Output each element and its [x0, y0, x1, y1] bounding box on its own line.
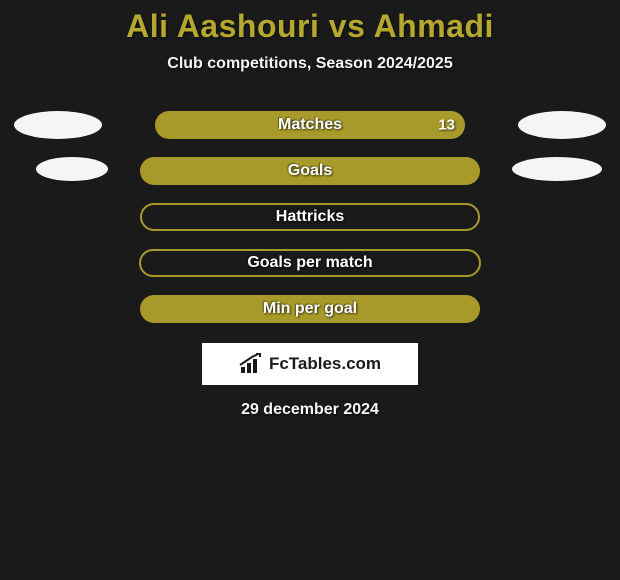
stat-row-goals: Goals [0, 157, 620, 185]
stat-bar: Goals [140, 157, 480, 185]
stat-row-goals-per-match: Goals per match [0, 249, 620, 277]
stat-label: Matches [278, 116, 342, 134]
stat-row-min-per-goal: Min per goal [0, 295, 620, 323]
snapshot-date: 29 december 2024 [241, 401, 379, 419]
stat-bar: Goals per match [139, 249, 481, 277]
source-logo-text: FcTables.com [269, 354, 381, 374]
stat-row-hattricks: Hattricks [0, 203, 620, 231]
page-title: Ali Aashouri vs Ahmadi [126, 8, 494, 45]
left-player-oval [36, 157, 108, 181]
stat-rows: Matches 13 Goals Hattricks Goals per mat… [0, 111, 620, 323]
right-player-oval [518, 111, 606, 139]
stat-bar: Hattricks [140, 203, 480, 231]
stat-label: Goals [288, 162, 332, 180]
stat-bar: Min per goal [140, 295, 480, 323]
stat-label: Hattricks [276, 208, 344, 226]
stat-label: Goals per match [247, 254, 372, 272]
bar-chart-icon [239, 353, 263, 375]
source-logo-box: FcTables.com [202, 343, 418, 385]
page-subtitle: Club competitions, Season 2024/2025 [167, 55, 452, 73]
stat-row-matches: Matches 13 [0, 111, 620, 139]
comparison-infographic: Ali Aashouri vs Ahmadi Club competitions… [0, 0, 620, 580]
stat-value-right: 13 [438, 117, 455, 134]
stat-label: Min per goal [263, 300, 357, 318]
stat-bar: Matches 13 [155, 111, 465, 139]
left-player-oval [14, 111, 102, 139]
right-player-oval [512, 157, 602, 181]
